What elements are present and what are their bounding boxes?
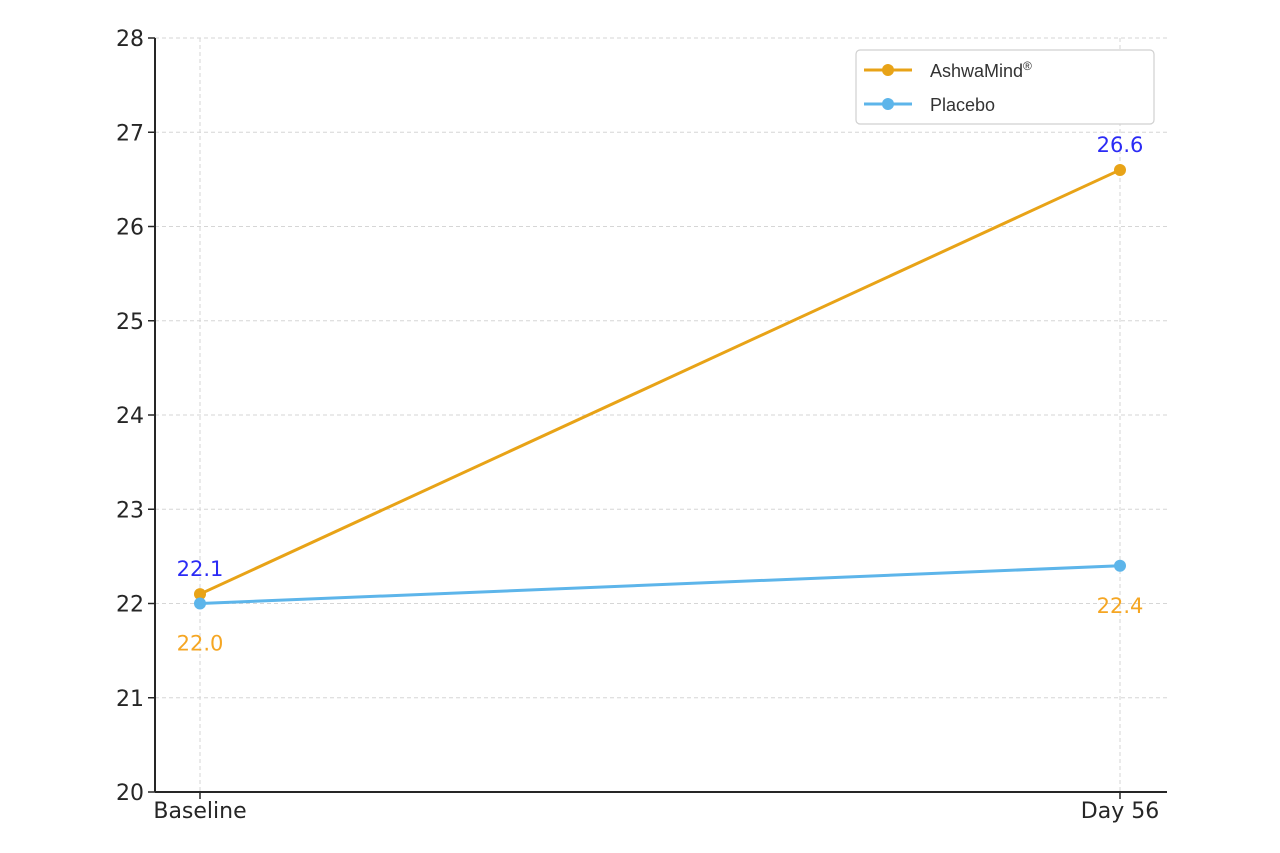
y-tick-label: 27 bbox=[116, 121, 144, 146]
series-line-ashwamind bbox=[199, 168, 1121, 596]
y-tick-label: 21 bbox=[116, 687, 144, 712]
x-tick-label: Baseline bbox=[153, 799, 246, 824]
y-tick-label: 28 bbox=[116, 27, 144, 52]
grid bbox=[155, 37, 1167, 792]
legend-label-text: Placebo bbox=[930, 95, 995, 115]
y-tick-label: 20 bbox=[116, 781, 144, 806]
series-line-placebo bbox=[199, 564, 1121, 605]
data-point bbox=[194, 597, 206, 610]
registered-mark: ® bbox=[1023, 59, 1032, 73]
annotations: 22.1 22.0 26.6 22.4 bbox=[177, 133, 1144, 656]
legend-label: Placebo bbox=[930, 95, 995, 115]
legend-marker bbox=[882, 98, 894, 110]
y-tick-label: 23 bbox=[116, 498, 144, 523]
y-tick-label: 24 bbox=[116, 404, 144, 429]
data-label: 22.0 bbox=[177, 632, 224, 656]
data-point bbox=[1114, 559, 1126, 572]
axes: 20 21 22 23 24 25 26 27 28 Baseline Day 56 bbox=[116, 27, 1167, 824]
legend: AshwaMind® Placebo bbox=[855, 49, 1155, 125]
legend-label-text: AshwaMind bbox=[930, 61, 1023, 81]
y-tick-label: 22 bbox=[116, 593, 144, 618]
y-tick-label: 26 bbox=[116, 216, 144, 241]
data-point bbox=[1114, 163, 1126, 176]
data-label: 22.4 bbox=[1097, 594, 1144, 618]
data-point bbox=[194, 588, 206, 601]
x-tick-label: Day 56 bbox=[1081, 799, 1159, 824]
data-label: 22.1 bbox=[177, 557, 224, 581]
data-label: 26.6 bbox=[1097, 133, 1144, 157]
legend-box bbox=[855, 49, 1155, 125]
legend-label: AshwaMind® bbox=[930, 59, 1032, 81]
legend-marker bbox=[882, 64, 894, 76]
series-lines bbox=[194, 163, 1126, 610]
y-tick-label: 25 bbox=[116, 310, 144, 335]
